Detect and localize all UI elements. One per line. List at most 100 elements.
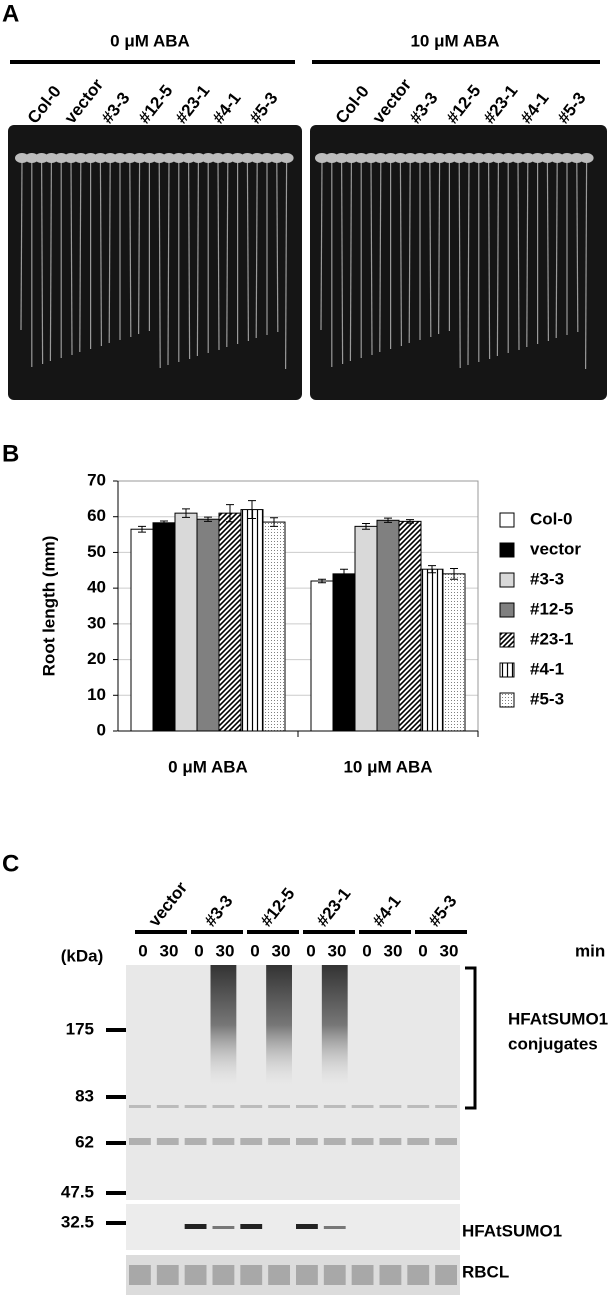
shoot xyxy=(162,153,176,163)
band xyxy=(240,1138,263,1145)
root xyxy=(467,159,470,366)
band xyxy=(129,1105,151,1108)
root xyxy=(226,159,229,348)
band xyxy=(323,1226,346,1229)
marker-tick xyxy=(106,1141,126,1145)
band xyxy=(296,1224,318,1229)
shoot xyxy=(354,153,369,163)
root xyxy=(255,159,258,339)
time-label: 30 xyxy=(160,941,179,960)
shoot xyxy=(569,153,584,163)
shoot xyxy=(34,153,49,163)
bar xyxy=(130,528,154,732)
root xyxy=(576,159,579,333)
shoot xyxy=(24,153,39,163)
root xyxy=(196,159,199,357)
band xyxy=(379,1105,402,1108)
lane-bar xyxy=(247,930,299,934)
error-bar xyxy=(406,519,414,524)
shoot xyxy=(432,153,447,163)
root xyxy=(49,159,52,362)
time-label: 0 xyxy=(250,941,259,960)
shoot xyxy=(260,153,274,163)
marker-label: 83 xyxy=(75,1086,94,1105)
shoot xyxy=(511,153,525,163)
shoot xyxy=(171,153,186,163)
band xyxy=(296,1265,318,1285)
shoot xyxy=(491,153,506,163)
shoot xyxy=(250,153,265,163)
root xyxy=(217,159,220,351)
error-bar xyxy=(362,523,370,530)
band xyxy=(323,1265,346,1285)
band xyxy=(268,1105,290,1108)
root xyxy=(188,159,191,360)
line-label: #3-3 xyxy=(406,89,442,128)
marker-tick xyxy=(106,1221,126,1225)
band xyxy=(351,1265,374,1285)
x-tick-label: 10 μM ABA xyxy=(343,757,432,776)
shoot xyxy=(15,153,29,163)
error-bar xyxy=(138,525,146,533)
line-label: #4-1 xyxy=(209,89,245,128)
band xyxy=(212,1138,235,1145)
error-bar xyxy=(248,500,256,519)
band xyxy=(184,1224,207,1229)
band xyxy=(268,1138,290,1145)
time-label: 30 xyxy=(328,941,347,960)
y-tick-label: 70 xyxy=(87,470,106,489)
band xyxy=(240,1105,263,1108)
line-label: #12-5 xyxy=(443,81,485,127)
shoot xyxy=(93,153,108,163)
time-label: 30 xyxy=(272,941,291,960)
bar xyxy=(332,573,356,732)
y-tick-label: 10 xyxy=(87,685,106,704)
band xyxy=(351,1105,374,1108)
root xyxy=(517,159,520,351)
shoot xyxy=(191,153,206,163)
error-bar xyxy=(226,504,234,523)
lane-label: #12-5 xyxy=(257,884,299,930)
root xyxy=(370,159,373,356)
root xyxy=(496,159,499,357)
error-bar xyxy=(428,565,436,574)
y-tick-label: 60 xyxy=(87,506,106,525)
line-label: Col-0 xyxy=(24,82,65,127)
root xyxy=(349,159,352,362)
time-label: 0 xyxy=(138,941,147,960)
lane-bar xyxy=(359,930,411,934)
error-bar xyxy=(182,508,190,518)
line-label: #4-1 xyxy=(517,89,553,128)
bar xyxy=(354,525,378,732)
root xyxy=(167,159,170,366)
time-label: 0 xyxy=(362,941,371,960)
plate-photo xyxy=(8,125,302,400)
condition-label: 10 μM ABA xyxy=(410,31,499,50)
y-tick-label: 20 xyxy=(87,649,106,668)
shoot xyxy=(103,153,118,163)
band xyxy=(156,1265,179,1285)
time-label: 0 xyxy=(194,941,203,960)
blot xyxy=(126,1255,460,1295)
root xyxy=(429,159,432,338)
bracket xyxy=(465,966,477,1110)
seedlings xyxy=(15,153,594,370)
condition-bar xyxy=(10,60,295,64)
lane-label: #5-3 xyxy=(425,892,461,931)
line-label: #3-3 xyxy=(98,89,134,128)
band xyxy=(184,1105,207,1108)
band xyxy=(379,1138,402,1145)
condition-label: 0 μM ABA xyxy=(110,31,190,50)
legend-swatch xyxy=(499,602,515,618)
band xyxy=(212,1105,235,1108)
blot xyxy=(126,965,460,1200)
bar xyxy=(240,509,264,732)
y-tick-label: 30 xyxy=(87,613,106,632)
band xyxy=(184,1265,207,1285)
panel-label: C xyxy=(2,850,19,877)
bar xyxy=(218,512,242,732)
root xyxy=(546,159,550,342)
error-bar xyxy=(318,578,326,584)
band xyxy=(296,1105,318,1108)
root xyxy=(246,159,249,342)
